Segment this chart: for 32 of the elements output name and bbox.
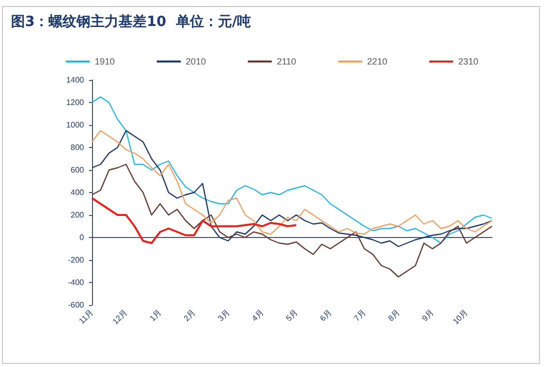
legend-label: 1910	[94, 56, 115, 66]
x-tick-label: 11月	[77, 308, 96, 326]
x-tick-label: 4月	[250, 308, 266, 323]
x-tick-label: 6月	[318, 308, 334, 323]
y-tick-label: 800	[70, 143, 85, 152]
chart-title: 图3：螺纹钢主力基差10 单位：元/吨	[11, 13, 252, 30]
x-tick-label: 9月	[420, 308, 436, 323]
legend-label: 2010	[186, 56, 206, 66]
legend-label: 2110	[276, 56, 296, 66]
legend-label: 2210	[367, 56, 388, 66]
y-tick-label: 1000	[66, 120, 85, 130]
y-tick-label: -600	[68, 300, 85, 310]
y-tick-label: -400	[68, 278, 85, 287]
line-series	[91, 197, 298, 244]
line-series	[91, 164, 493, 278]
y-tick-label: 1400	[66, 76, 85, 84]
line-series	[91, 96, 493, 244]
y-tick-label: 200	[70, 210, 85, 220]
y-tick-label: 600	[70, 166, 85, 174]
x-tick-label: 12月	[110, 308, 130, 326]
x-tick-label: 10月	[451, 308, 470, 326]
y-tick-label: -200	[68, 256, 85, 264]
x-tick-label: 2月	[182, 308, 198, 323]
y-tick-label: 0	[80, 233, 85, 242]
x-tick-label: 5月	[284, 308, 300, 323]
legend-label: 2310	[458, 56, 478, 66]
y-tick-label: 1200	[66, 98, 85, 107]
x-tick-label: 7月	[352, 308, 368, 323]
y-tick-label: 400	[70, 188, 85, 197]
x-tick-label: 3月	[216, 308, 232, 323]
x-tick-label: 8月	[386, 308, 402, 323]
x-tick-label: 1月	[148, 308, 164, 323]
